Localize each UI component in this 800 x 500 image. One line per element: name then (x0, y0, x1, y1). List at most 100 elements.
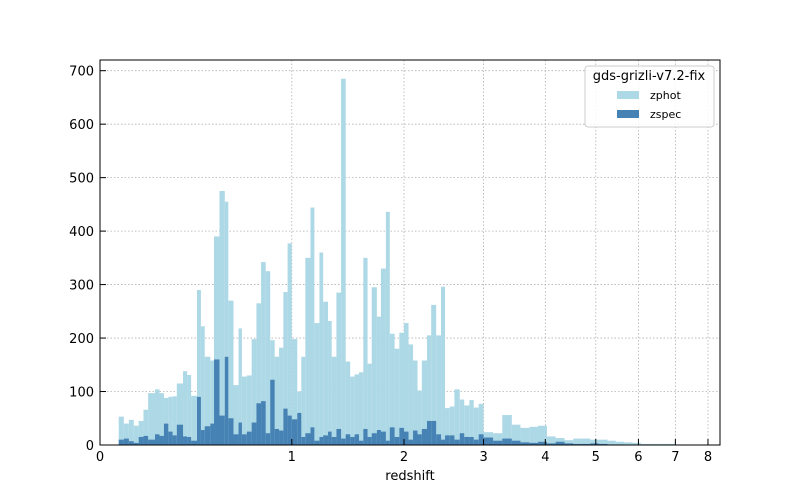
bar-zphot (426, 335, 432, 445)
bar-zspec (265, 433, 271, 445)
bar-zphot (493, 433, 503, 445)
bar-zspec (445, 435, 450, 445)
bar-zspec (473, 439, 479, 445)
bar-zspec (464, 436, 470, 445)
bar-zphot (376, 316, 381, 445)
bar-zspec (380, 431, 386, 445)
bar-zphot (394, 348, 400, 445)
bar-zspec (261, 401, 266, 445)
bar-zspec (538, 441, 547, 445)
bar-zphot (441, 286, 446, 445)
y-tick-label: 500 (69, 172, 94, 187)
bar-zphot (274, 356, 280, 445)
bar-zspec (163, 423, 169, 445)
bar-zphot (210, 360, 215, 445)
bar-zphot (138, 420, 144, 445)
bar-zphot (148, 393, 156, 445)
bar-zphot (331, 356, 337, 445)
bar-zspec (436, 434, 442, 445)
bar-zphot (459, 399, 465, 445)
bar-zphot (336, 292, 342, 445)
bar-zspec (283, 408, 288, 445)
bar-zspec (233, 434, 239, 445)
bar-zphot (371, 287, 377, 445)
bar-zspec (270, 379, 275, 445)
x-tick-label: 1 (288, 450, 296, 465)
bar-zspec (417, 434, 422, 445)
x-tick-label: 0 (96, 450, 104, 465)
bar-zspec (502, 438, 512, 445)
bar-zphot (310, 207, 315, 445)
bar-zspec (469, 436, 474, 445)
bar-zspec (148, 439, 156, 445)
bar-zphot (564, 440, 574, 445)
y-tick-label: 400 (69, 225, 94, 240)
bar-zspec (176, 424, 184, 445)
bar-zspec (291, 419, 298, 445)
bar-zspec (197, 396, 201, 445)
bar-zphot (464, 405, 470, 445)
bar-zphot (607, 440, 616, 445)
bar-zspec (385, 440, 390, 445)
bar-zspec (431, 420, 437, 445)
bar-zspec (138, 436, 144, 445)
bar-zspec (459, 433, 465, 445)
bar-zphot (265, 271, 271, 445)
bar-zphot (413, 360, 418, 445)
bar-zphot (555, 438, 565, 445)
bar-zspec (421, 428, 427, 445)
bar-zspec (210, 423, 215, 445)
series-zspec-bars (118, 356, 625, 445)
bar-zphot (511, 424, 521, 445)
bar-zspec (228, 418, 234, 445)
bar-zspec (172, 435, 177, 445)
bar-zspec (241, 434, 247, 445)
bar-zphot (319, 252, 324, 445)
bar-zspec (310, 427, 315, 445)
bar-zphot (233, 385, 239, 445)
bar-zphot (118, 416, 124, 445)
bar-zspec (581, 443, 591, 445)
bar-zspec (363, 428, 368, 445)
bar-zspec (336, 428, 342, 445)
bar-zphot (598, 439, 608, 445)
bar-zphot (408, 344, 414, 445)
bar-zphot (159, 393, 164, 445)
bar-zphot (359, 372, 364, 445)
bar-zphot (283, 292, 288, 445)
bar-zphot (256, 303, 262, 445)
bar-zphot (123, 423, 129, 445)
bar-zspec (204, 426, 211, 445)
bar-zphot (529, 426, 539, 445)
bar-zspec (297, 412, 302, 445)
bar-zphot (640, 443, 658, 445)
bar-zspec (354, 434, 360, 445)
bar-zphot (133, 425, 139, 445)
x-tick-label: 7 (671, 450, 679, 465)
bar-zphot (581, 438, 591, 445)
bar-zphot (417, 390, 422, 445)
bar-zphot (168, 396, 173, 445)
bar-zphot (305, 257, 311, 445)
bar-zphot (431, 304, 437, 445)
bar-zspec (200, 430, 205, 445)
bar-zphot (590, 439, 599, 445)
bar-zphot (350, 376, 355, 445)
bar-zphot (200, 326, 205, 445)
bar-zspec (408, 439, 414, 445)
bar-zspec (345, 434, 351, 445)
bar-zspec (478, 434, 484, 445)
bar-zspec (214, 359, 220, 445)
bar-zspec (323, 435, 329, 445)
y-tick-label: 200 (69, 332, 94, 347)
bar-zphot (436, 335, 442, 445)
bar-zphot (328, 320, 332, 445)
bar-zphot (449, 406, 455, 445)
y-tick-label: 100 (69, 386, 94, 401)
bar-zspec (168, 431, 173, 445)
bar-zspec (555, 441, 565, 445)
bar-zphot (478, 403, 484, 445)
bar-zspec (394, 436, 400, 445)
bar-zspec (118, 439, 124, 445)
bar-zspec (341, 438, 346, 445)
